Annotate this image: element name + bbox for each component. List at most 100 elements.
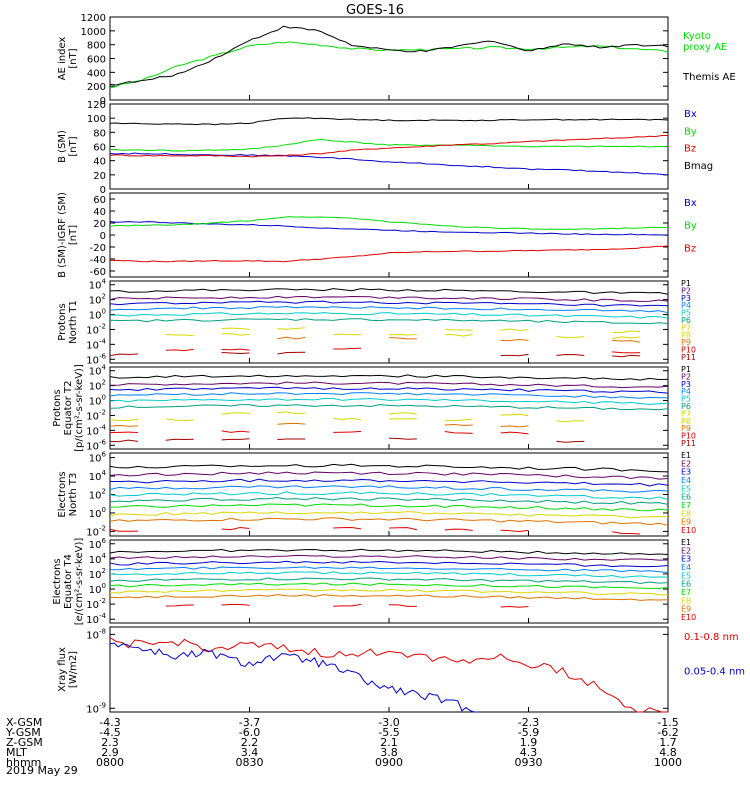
legend-label-en: E7 [681,501,691,510]
footer-value: -5.5 [378,726,399,739]
ytick-label-ee: 100 [89,582,106,596]
ytick-label-b: 20 [93,171,106,182]
legend-label-pe: P1 [681,365,691,374]
series-line-en-5 [109,497,669,505]
ytick-label-pn: 104 [89,278,107,292]
footer-value: 0930 [515,756,543,769]
series-line-pn-8 [388,337,417,340]
ytick-label-b: 0 [100,185,106,196]
series-line-pe-9 [221,430,250,433]
legend-label-en: E2 [681,459,691,468]
series-line-pn-4 [109,312,669,319]
series-line-pn-7 [333,333,362,336]
legend-label-en: E10 [681,526,696,535]
ytick-label-bigrf: -60 [90,267,106,278]
series-line-b-0 [109,152,669,176]
series-line-pe-7 [165,418,194,421]
ytick-label-en: 100 [89,506,106,520]
legend-label-pn: P5 [681,309,691,318]
series-line-b-3 [109,117,669,126]
legend-label-ee: E3 [681,555,691,564]
legend-label-pe: P4 [681,387,691,396]
legend-label-pn: P2 [681,286,691,295]
series-line-pe-4 [109,397,669,405]
legend-label-pn: P10 [681,346,696,355]
footer-value: -4.5 [99,726,120,739]
panel-frame-pe [109,366,669,450]
legend-label-ee: E9 [681,605,691,614]
footer-value: 4.3 [520,746,538,759]
ytick-label-ee: 10-2 [86,597,106,611]
legend-label-ee: E5 [681,571,691,580]
series-line-en-9 [109,528,138,532]
ytick-label-ae: 1000 [81,27,106,38]
ytick-label-pe: 104 [89,364,107,378]
series-line-ee-0 [109,548,669,556]
series-line-bigrf-2 [109,245,669,263]
footer-value: 0900 [375,756,403,769]
series-line-pn-3 [109,306,669,314]
footer-value: -3.7 [239,716,260,729]
footer-value: 4.8 [659,746,677,759]
series-line-en-1 [109,471,669,480]
series-line-ee-5 [109,577,669,585]
legend-label-b: By [684,126,697,137]
series-line-pn-7 [612,336,641,340]
legend-label-xray: 0.1-0.8 nm [684,632,739,643]
legend-label-en: E9 [681,518,691,527]
legend-label-en: E1 [681,451,691,460]
legend-label-pn: P3 [681,294,691,303]
series-line-pn-7 [221,333,250,336]
footer-value: 1000 [654,756,682,769]
footer-value: 3.4 [241,746,259,759]
ytick-label-pn: 100 [89,308,106,322]
series-line-pe-10 [388,437,417,440]
series-line-pn-9 [221,348,250,351]
series-line-en-9 [221,527,250,531]
legend-label-ee: E2 [681,546,691,555]
legend-label-bigrf: By [684,221,697,232]
legend-label-ae: proxy AE [683,42,727,53]
footer-row-label: Z-GSM [6,736,43,749]
footer-row-label: Y-GSM [5,726,41,739]
legend-label-ee: E1 [681,538,691,547]
series-line-pn-6 [221,327,250,330]
series-line-en-9 [612,531,641,535]
series-line-ee-9 [221,604,250,606]
series-line-pe-6 [500,413,529,417]
ytick-label-pe: 102 [89,379,106,393]
series-line-pn-10 [221,352,250,355]
series-line-pn-10 [277,351,306,355]
series-line-pn-8 [277,336,306,340]
legend-label-pe: P9 [681,424,691,433]
series-line-b-1 [109,139,669,152]
series-line-ee-4 [109,571,669,578]
legend-label-b: Bz [684,144,696,155]
series-line-en-8 [109,517,669,526]
legend-label-ae: Kyoto [683,31,711,42]
ytick-label-ee: 106 [89,537,107,551]
legend-label-b: Bx [684,109,697,120]
footer-value: 1.9 [520,736,538,749]
series-line-en-9 [388,527,418,531]
legend-label-pe: P6 [681,402,691,411]
legend-label-ae: Themis AE [682,72,736,83]
footer-value: -2.3 [518,716,539,729]
series-line-bigrf-0 [109,221,669,236]
series-line-pn-7 [556,335,585,339]
series-line-bigrf-1 [109,216,669,230]
series-line-pn-7 [444,334,473,337]
ylabel-en: ElectronsNorth T3 [57,471,79,517]
ylabel-pe: ProtonsEquator T2[p/(cm²-s-sr-keV)] [52,364,85,452]
series-line-pe-10 [221,438,250,441]
legend-label-pn: P6 [681,316,691,325]
series-line-pe-9 [500,431,529,435]
series-line-pe-6 [221,412,250,415]
legend-label-bigrf: Bz [684,243,696,254]
ytick-label-bigrf: 20 [93,219,106,230]
panel-frame-ae [109,16,669,101]
series-line-en-6 [109,503,669,512]
series-line-pe-2 [109,386,669,394]
ytick-label-bigrf: 40 [93,207,106,218]
